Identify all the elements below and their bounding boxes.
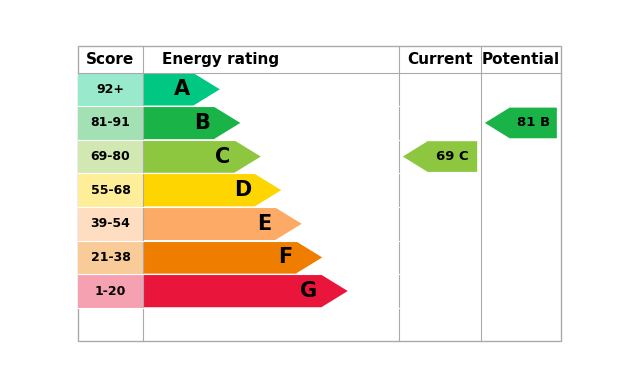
Text: 1-20: 1-20 (95, 285, 126, 298)
Polygon shape (143, 275, 348, 307)
FancyBboxPatch shape (78, 72, 143, 106)
Polygon shape (143, 174, 281, 206)
Text: A: A (173, 79, 189, 99)
Text: 81-91: 81-91 (90, 116, 130, 129)
Text: 39-54: 39-54 (90, 217, 130, 230)
FancyBboxPatch shape (78, 173, 143, 207)
Text: 69-80: 69-80 (90, 150, 130, 163)
Text: E: E (257, 214, 272, 234)
Polygon shape (143, 208, 302, 240)
FancyBboxPatch shape (78, 140, 143, 173)
Text: 21-38: 21-38 (90, 251, 130, 264)
Polygon shape (143, 107, 240, 139)
Text: 81 B: 81 B (516, 116, 550, 129)
Text: B: B (194, 113, 210, 133)
FancyBboxPatch shape (78, 274, 143, 308)
Polygon shape (403, 141, 477, 172)
Text: 92+: 92+ (97, 83, 125, 96)
FancyBboxPatch shape (78, 241, 143, 274)
Text: F: F (278, 247, 292, 267)
Text: C: C (215, 147, 231, 167)
Text: G: G (300, 281, 318, 301)
FancyBboxPatch shape (78, 207, 143, 241)
Text: Score: Score (87, 52, 135, 67)
Text: D: D (234, 180, 251, 200)
Polygon shape (143, 241, 322, 273)
FancyBboxPatch shape (78, 46, 561, 341)
Polygon shape (143, 140, 261, 173)
Polygon shape (485, 108, 557, 138)
Text: Energy rating: Energy rating (163, 52, 280, 67)
Polygon shape (143, 73, 220, 106)
Text: Current: Current (407, 52, 473, 67)
Text: Potential: Potential (482, 52, 560, 67)
Text: 55-68: 55-68 (90, 184, 130, 197)
FancyBboxPatch shape (78, 106, 143, 140)
Text: 69 C: 69 C (436, 150, 468, 163)
